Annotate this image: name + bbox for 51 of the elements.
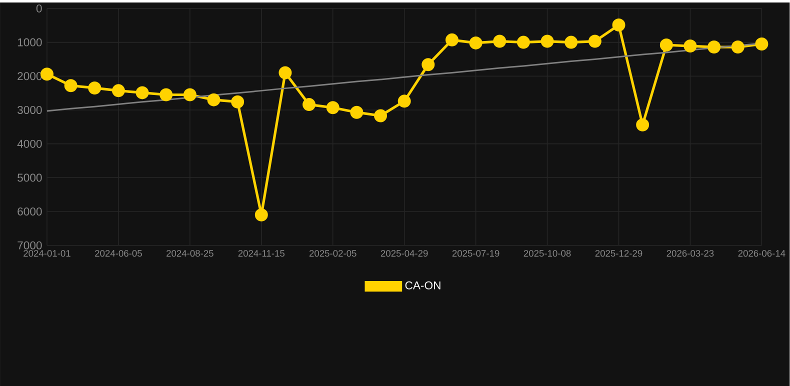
x-tick-label: 2025-10-08	[524, 250, 571, 257]
point	[278, 66, 292, 80]
point	[708, 40, 721, 54]
point	[160, 88, 173, 102]
point	[636, 118, 650, 132]
point	[684, 39, 697, 52]
x-tick-label: 2025-07-19	[452, 250, 500, 257]
x-tick-label: 2025-04-29	[380, 250, 428, 257]
point	[231, 95, 244, 108]
point	[731, 40, 744, 54]
point	[302, 98, 316, 111]
x-tick-label: 2025-02-05	[309, 250, 356, 257]
point	[612, 18, 626, 32]
point	[88, 81, 102, 94]
point	[183, 88, 196, 102]
point	[326, 100, 340, 114]
y-tick-label: 1000	[18, 38, 42, 46]
point	[445, 33, 458, 46]
x-tick-label: 2024-08-25	[166, 250, 214, 257]
point	[374, 109, 388, 122]
point	[350, 106, 364, 119]
x-tick-label: 2026-03-23	[666, 250, 714, 257]
y-tick-label: 7000	[18, 241, 42, 250]
point	[40, 67, 54, 80]
point	[588, 34, 602, 48]
point	[660, 38, 673, 52]
point	[398, 94, 411, 108]
y-tick-label: 2000	[18, 72, 42, 80]
y-tick-label: 3000	[18, 106, 42, 114]
y-tick-label: 5000	[18, 174, 42, 182]
point	[540, 34, 554, 48]
point	[422, 58, 435, 71]
point	[755, 37, 768, 50]
point	[564, 36, 578, 49]
legend-label: CA-ON	[405, 281, 440, 290]
point	[516, 36, 530, 49]
x-tick-label: 2024-01-01	[24, 250, 70, 257]
y-tick-label: 0	[36, 4, 42, 12]
x-tick-label: 2024-06-05	[95, 250, 142, 257]
point	[469, 36, 482, 50]
point	[207, 93, 220, 106]
point	[64, 78, 78, 92]
y-tick-label: 4000	[17, 140, 42, 148]
x-tick-label: 2025-12-29	[595, 250, 642, 257]
point	[493, 34, 506, 48]
x-tick-label: 2026-06-14	[738, 250, 786, 257]
point	[254, 208, 268, 222]
x-tick-label: 2024-11-15	[238, 250, 285, 257]
point	[112, 84, 125, 98]
point	[136, 86, 149, 100]
y-tick-label: 6000	[18, 207, 42, 216]
